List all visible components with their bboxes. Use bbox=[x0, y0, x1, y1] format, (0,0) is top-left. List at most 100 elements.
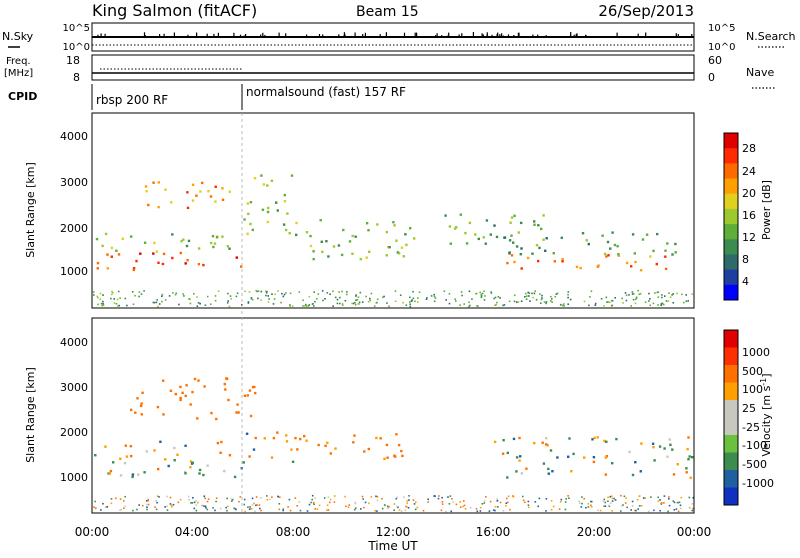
power-cell bbox=[652, 302, 655, 305]
power-cell bbox=[502, 304, 504, 307]
nsky-spike bbox=[362, 34, 364, 37]
power-cell bbox=[329, 293, 331, 295]
velocity-cell bbox=[677, 510, 680, 513]
velocity-cell bbox=[519, 455, 522, 458]
velocity-cell bbox=[652, 446, 655, 449]
velocity-cell bbox=[189, 466, 192, 469]
velocity-cell bbox=[157, 467, 160, 471]
x-axis-label: Time UT bbox=[367, 539, 418, 553]
power-cell bbox=[370, 292, 373, 295]
velocity-cell bbox=[352, 441, 355, 444]
velocity-cell bbox=[671, 448, 674, 451]
power-cb-tick-4: 12 bbox=[742, 231, 756, 244]
velocity-cell bbox=[246, 394, 249, 397]
power-cell bbox=[637, 289, 639, 292]
velocity-cell bbox=[636, 499, 639, 501]
cpid-mode-2: normalsound (fast) 157 RF bbox=[246, 85, 406, 99]
power-cell bbox=[671, 294, 673, 296]
velocity-cell bbox=[537, 505, 539, 508]
velocity-cell bbox=[506, 497, 508, 500]
power-cell bbox=[96, 261, 100, 265]
velocity-cell bbox=[243, 503, 246, 506]
velocity-cell bbox=[413, 503, 416, 505]
velocity-cell bbox=[672, 473, 676, 476]
power-cell bbox=[359, 257, 362, 261]
power-cell bbox=[153, 241, 156, 245]
power-cell bbox=[513, 294, 516, 297]
velocity-cell bbox=[313, 503, 315, 506]
power-cell bbox=[351, 302, 353, 305]
velocity-cell bbox=[360, 508, 362, 510]
nsky-spike bbox=[100, 33, 102, 37]
power-cell bbox=[639, 269, 643, 272]
power-cell bbox=[365, 295, 367, 298]
velocity-cell bbox=[499, 501, 502, 504]
velocity-cell bbox=[396, 505, 398, 508]
power-cell bbox=[533, 292, 536, 295]
velocity-cell bbox=[455, 503, 458, 506]
velocity-cell bbox=[183, 470, 187, 474]
power-cell bbox=[581, 232, 585, 235]
power-cell bbox=[247, 301, 250, 303]
power-cell bbox=[635, 298, 637, 300]
power-cell bbox=[671, 253, 674, 256]
power-cell bbox=[513, 214, 516, 217]
power-cell bbox=[590, 290, 593, 292]
freq-tick-top: 18 bbox=[66, 54, 80, 67]
velocity-cell bbox=[534, 501, 537, 503]
nsky-spike bbox=[573, 34, 575, 37]
power-cell bbox=[660, 304, 662, 307]
power-cell bbox=[562, 304, 564, 307]
velocity-cell bbox=[260, 509, 262, 512]
power-cell bbox=[261, 208, 265, 211]
power-cell bbox=[228, 305, 231, 308]
power-cell bbox=[524, 292, 527, 295]
velocity-cell bbox=[512, 495, 514, 497]
velocity-cell bbox=[460, 506, 462, 508]
nsky-spike bbox=[233, 32, 235, 37]
velocity-cell bbox=[156, 501, 158, 504]
power-cell bbox=[342, 228, 345, 232]
power-cell bbox=[542, 214, 545, 217]
power-cell bbox=[404, 233, 407, 236]
velocity-cell bbox=[581, 496, 583, 498]
velocity-cell bbox=[464, 508, 467, 510]
power-cell bbox=[537, 224, 540, 227]
velocity-cell bbox=[348, 504, 350, 506]
power-cell bbox=[542, 238, 545, 241]
velocity-cell bbox=[507, 501, 509, 504]
power-cell bbox=[414, 300, 416, 303]
velocity-colorbar-swatch bbox=[724, 452, 738, 471]
velocity-cell bbox=[271, 496, 273, 498]
power-cell bbox=[661, 296, 663, 299]
power-cell bbox=[605, 255, 608, 258]
velocity-cell bbox=[249, 414, 253, 418]
power-cell bbox=[589, 296, 591, 298]
velocity-cell bbox=[354, 501, 356, 504]
nsky-spike bbox=[206, 33, 208, 37]
velocity-cells bbox=[93, 377, 694, 513]
velocity-colorbar-swatch bbox=[724, 400, 738, 418]
velocity-cell bbox=[119, 457, 122, 460]
power-cell bbox=[394, 290, 397, 292]
power-cell bbox=[676, 292, 678, 295]
nsky-spike bbox=[507, 34, 510, 37]
power-cell bbox=[197, 247, 201, 250]
velocity-cell bbox=[146, 503, 148, 506]
power-cell bbox=[524, 296, 526, 298]
velocity-cell bbox=[579, 502, 581, 504]
velocity-cell bbox=[179, 398, 182, 402]
power-cell bbox=[526, 295, 528, 297]
power-cell bbox=[104, 232, 108, 236]
power-cell bbox=[616, 245, 619, 248]
velocity-cell bbox=[657, 500, 660, 502]
nsky-spike bbox=[435, 35, 437, 37]
power-cell bbox=[517, 231, 520, 234]
velocity-cell bbox=[604, 505, 607, 507]
power-cell bbox=[448, 302, 451, 305]
velocity-cell bbox=[447, 496, 449, 498]
velocity-cell bbox=[233, 475, 237, 479]
power-cell bbox=[412, 290, 414, 293]
velocity-cell bbox=[147, 503, 150, 506]
velocity-cell bbox=[634, 461, 637, 464]
